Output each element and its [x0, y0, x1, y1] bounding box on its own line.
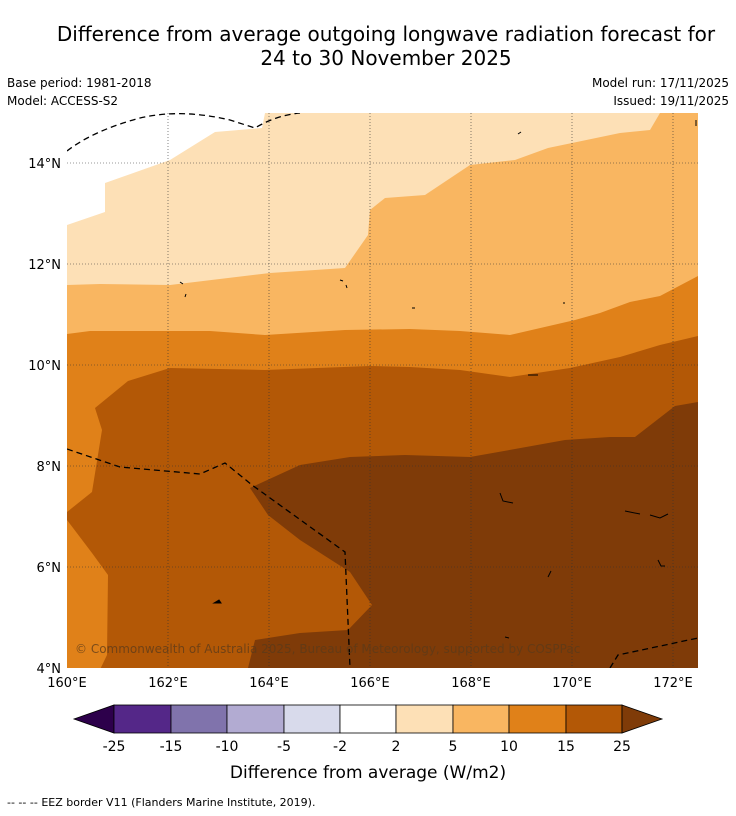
map-area: © Commonwealth of Australia 2025, Bureau…	[67, 113, 698, 668]
island	[179, 281, 187, 298]
colorbar-tick-label: -15	[160, 739, 183, 755]
colorbar-cell	[283, 704, 341, 734]
colorbar-cell	[339, 704, 397, 734]
colorbar-cell	[508, 704, 567, 734]
lat-tick-label: 4°N	[37, 662, 62, 677]
lon-tick-label: 170°E	[552, 676, 592, 691]
copyright-notice: © Commonwealth of Australia 2025, Bureau…	[75, 642, 580, 656]
lat-tick-label: 8°N	[37, 460, 62, 475]
colorbar-title: Difference from average (W/m2)	[230, 763, 506, 783]
colorbar-tick-label: 2	[392, 739, 401, 755]
chart-title: Difference from average outgoing longwav…	[0, 22, 736, 70]
colorbar: -25 -15 -10 -5 -2 2 5 10 15 25 Differenc…	[72, 704, 664, 783]
title-line-2: 24 to 30 November 2025	[260, 46, 512, 70]
lat-tick-label: 14°N	[28, 157, 61, 172]
lon-tick-label: 168°E	[451, 676, 491, 691]
lon-tick-label: 164°E	[249, 676, 289, 691]
gridlines	[67, 113, 698, 668]
eez-border-lines	[67, 113, 698, 668]
island	[657, 559, 665, 567]
islands	[179, 120, 697, 639]
colorbar-tick-label: -25	[103, 739, 126, 755]
lat-tick-labels: 14°N 12°N 10°N 8°N 6°N 4°N	[28, 157, 61, 677]
eez-legend-symbol: -- -- --	[7, 796, 38, 809]
island	[547, 570, 552, 578]
eez-border-southeast	[609, 637, 698, 668]
lat-tick-label: 12°N	[28, 258, 61, 273]
eez-border-central	[67, 448, 351, 668]
colorbar-tick-label: -2	[333, 739, 347, 755]
colorbar-cell	[113, 704, 172, 734]
model-name: Model: ACCESS-S2	[7, 94, 119, 108]
base-period: Base period: 1981-2018	[7, 76, 152, 90]
lat-tick-label: 6°N	[37, 561, 62, 576]
colorbar-cell	[395, 704, 454, 734]
colorbar-cell	[452, 704, 510, 734]
colorbar-cell	[565, 704, 623, 734]
island	[624, 510, 669, 519]
colorbar-tick-label: 5	[449, 739, 458, 755]
band-20-25	[248, 402, 698, 668]
lon-tick-label: 166°E	[350, 676, 390, 691]
colorbar-tick-label: 15	[557, 739, 575, 755]
island	[499, 492, 514, 504]
colorbar-tick-label: -5	[277, 739, 291, 755]
colorbar-under-arrow	[72, 704, 115, 734]
footer-legend: -- -- -- EEZ border V11 (Flanders Marine…	[7, 796, 315, 809]
colorbar-over-arrow	[621, 704, 664, 734]
lon-tick-label: 160°E	[47, 676, 87, 691]
island	[504, 636, 510, 639]
colorbar-tick-labels: -25 -15 -10 -5 -2 2 5 10 15 25	[103, 739, 631, 755]
meta-left: Base period: 1981-2018 Model: ACCESS-S2	[7, 74, 152, 110]
model-run: Model run: 17/11/2025	[591, 76, 729, 90]
eez-legend-text: EEZ border V11 (Flanders Marine Institut…	[41, 796, 316, 809]
title-line-1: Difference from average outgoing longwav…	[56, 22, 716, 46]
colorbar-tick-label: -10	[216, 739, 239, 755]
island	[212, 599, 222, 604]
island	[517, 131, 522, 135]
colorbar-tick-label: 25	[613, 739, 631, 755]
issued-date: Issued: 19/11/2025	[613, 94, 729, 108]
eez-border-north	[67, 113, 301, 152]
lon-tick-label: 172°E	[653, 676, 693, 691]
colorbar-cell	[170, 704, 228, 734]
lat-tick-label: 10°N	[28, 359, 61, 374]
island	[339, 279, 348, 289]
lon-tick-label: 162°E	[148, 676, 188, 691]
lon-tick-labels: 160°E 162°E 164°E 166°E 168°E 170°E 172°…	[47, 676, 693, 691]
colorbar-tick-label: 10	[500, 739, 518, 755]
meta-right: Model run: 17/11/2025 Issued: 19/11/2025	[592, 74, 729, 110]
colorbar-cell	[226, 704, 285, 734]
colorbar-cells	[113, 704, 623, 734]
